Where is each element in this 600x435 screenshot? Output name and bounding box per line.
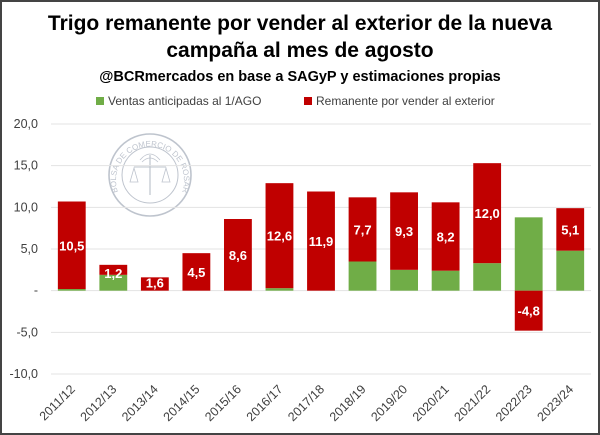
x-tick-label: 2023/24 <box>535 382 577 424</box>
x-tick-label: 2012/13 <box>78 382 120 424</box>
chart-title-line1: Trigo remanente por vender al exterior d… <box>48 12 552 35</box>
y-tick-label: 20,0 <box>14 117 38 131</box>
x-tick-label: 2015/16 <box>202 382 244 424</box>
bar-remanente <box>99 264 128 275</box>
y-tick-label: 5,0 <box>21 242 38 256</box>
bar-remanente <box>182 253 211 291</box>
legend-swatch-ventas <box>96 97 104 105</box>
bar-ventas-anticipadas <box>473 263 502 291</box>
bar-remanente <box>224 219 252 291</box>
legend-label-ventas: Ventas anticipadas al 1/AGO <box>108 94 261 108</box>
data-label: 12,0 <box>474 206 499 221</box>
x-tick-label: 2011/12 <box>37 382 78 423</box>
x-tick-label: 2016/17 <box>244 382 286 424</box>
bar-remanente <box>390 192 418 270</box>
bar-remanente <box>348 197 377 262</box>
x-tick-label: 2017/18 <box>285 382 327 424</box>
bar-ventas-anticipadas <box>348 261 377 291</box>
x-tick-label: 2022/23 <box>493 382 535 424</box>
legend: Ventas anticipadas al 1/AGO Remanente po… <box>96 94 495 108</box>
bar-ventas-anticipadas <box>514 217 543 291</box>
bar-remanente <box>265 183 294 289</box>
x-tick-label: 2014/15 <box>161 382 203 424</box>
bar-remanente <box>57 201 86 289</box>
legend-swatch-remanente <box>304 97 312 105</box>
data-label: 8,2 <box>437 230 455 245</box>
data-label: 12,6 <box>267 229 292 244</box>
bar-remanente <box>431 202 460 271</box>
data-label: 1,2 <box>104 266 122 281</box>
data-label: 4,5 <box>187 265 205 280</box>
chart-subtitle: @BCRmercados en base a SAGyP y estimacio… <box>99 69 501 85</box>
data-label: 8,6 <box>229 248 247 263</box>
bar-ventas-anticipadas <box>57 289 86 291</box>
x-tick-label: 2018/19 <box>327 382 369 424</box>
bar-ventas-anticipadas <box>99 274 128 291</box>
data-label: 5,1 <box>561 222 579 237</box>
bar-ventas-anticipadas <box>265 288 294 291</box>
bar-ventas-anticipadas <box>556 250 585 291</box>
data-label: 9,3 <box>395 224 413 239</box>
bar-remanente <box>140 277 169 291</box>
bar-remanente <box>514 290 543 331</box>
data-label: 1,6 <box>146 276 164 291</box>
y-tick-label: 15,0 <box>14 159 38 173</box>
chart-title-line2: campaña al mes de agosto <box>166 39 433 62</box>
bar-ventas-anticipadas <box>431 270 460 291</box>
data-label: 11,9 <box>309 234 334 249</box>
bar-ventas-anticipadas <box>390 269 418 291</box>
bar-remanente <box>473 163 502 264</box>
x-tick-label: 2020/21 <box>410 382 452 424</box>
bar-remanente <box>307 191 335 291</box>
bar-remanente <box>556 208 585 251</box>
x-tick-label: 2021/22 <box>451 382 493 424</box>
x-tick-label: 2013/14 <box>119 382 161 424</box>
data-label: 10,5 <box>59 238 84 253</box>
x-tick-label: 2019/20 <box>368 382 410 424</box>
data-label: 7,7 <box>353 222 371 237</box>
y-tick-label: -10,0 <box>10 367 39 381</box>
y-tick-label: 10,0 <box>14 200 38 214</box>
legend-label-remanente: Remanente por vender al exterior <box>316 94 495 108</box>
data-label: -4,8 <box>517 304 539 319</box>
y-tick-label: - <box>34 284 38 298</box>
y-tick-label: -5,0 <box>16 325 38 339</box>
